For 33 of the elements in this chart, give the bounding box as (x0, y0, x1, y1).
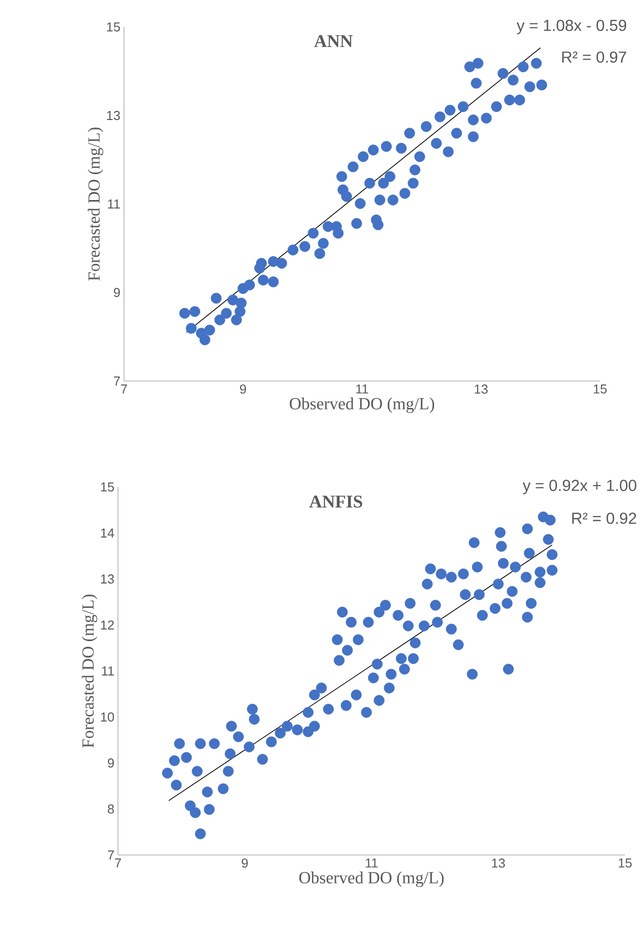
y-tick-label: 9 (114, 288, 120, 298)
y-tick-label: 7 (114, 376, 120, 386)
x-tick-label: 11 (366, 858, 378, 868)
y-tick-label: 11 (108, 200, 120, 208)
x-tick-label: 15 (618, 858, 632, 868)
y-tick-label: 13 (107, 110, 120, 120)
chart-title: ANFIS (309, 496, 362, 508)
y-tick-label: 15 (101, 482, 114, 492)
x-tick-label: 13 (474, 384, 488, 394)
x-tick-label: 13 (492, 858, 505, 868)
x-axis-title: Observed DO (mg/L) (299, 872, 444, 887)
y-axis-title: Forecasted DO (mg/L) (82, 594, 98, 748)
y-tick-label: 8 (108, 804, 114, 814)
y-tick-label: 11 (102, 666, 114, 676)
x-tick-label: 15 (594, 384, 607, 394)
annotation: R² = 0.92 (572, 512, 636, 524)
y-tick-label: 9 (108, 758, 114, 768)
y-tick-label: 12 (101, 620, 114, 630)
annotation: y = 0.92x + 1.00 (522, 480, 636, 494)
x-tick-label: 9 (240, 384, 246, 394)
y-tick-label: 15 (107, 22, 120, 32)
y-tick-label: 14 (101, 528, 114, 538)
y-tick-label: 7 (108, 850, 114, 860)
chart-title: ANN (314, 35, 353, 47)
x-tick-label: 11 (356, 384, 368, 394)
x-axis-title: Observed DO (mg/L) (290, 398, 434, 413)
x-tick-label: 7 (121, 384, 127, 394)
y-tick-label: 13 (101, 574, 114, 584)
annotation: R² = 0.97 (562, 51, 626, 63)
x-tick-label: 9 (242, 858, 248, 868)
annotation: y = 1.08x - 0.59 (516, 20, 626, 34)
y-tick-label: 10 (101, 712, 114, 722)
y-axis-title: Forecasted DO (mg/L) (88, 128, 104, 281)
